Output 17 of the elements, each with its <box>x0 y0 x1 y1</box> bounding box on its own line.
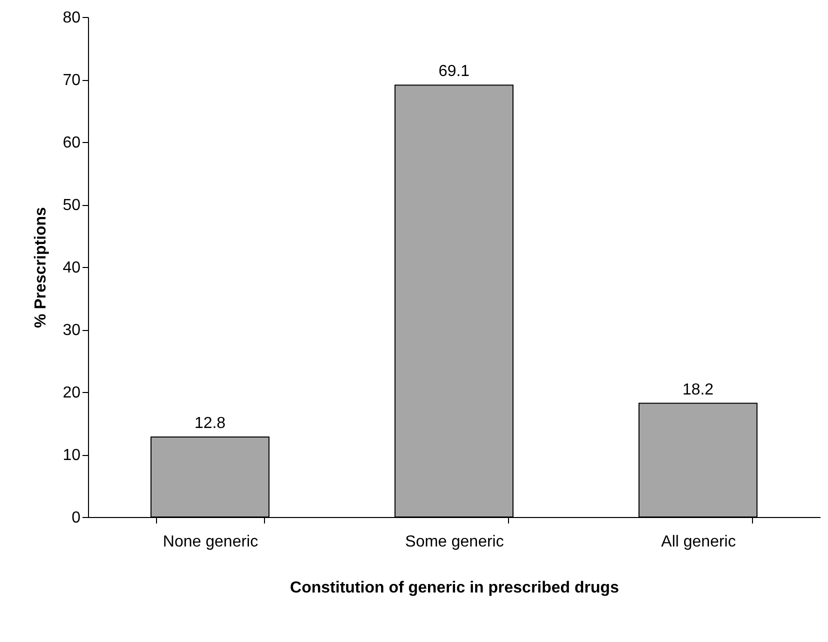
x-tick-label: None generic <box>162 534 258 550</box>
data-label: 69.1 <box>438 63 470 80</box>
x-tick-label: Some generic <box>405 534 504 550</box>
data-label: 12.8 <box>194 415 226 432</box>
y-tick-label: 20 <box>62 384 81 402</box>
y-tick-label: 60 <box>62 134 81 152</box>
y-tick-label: 10 <box>62 447 81 464</box>
y-tick-label: 30 <box>62 322 81 339</box>
y-tick-label: 0 <box>72 510 81 526</box>
x-tick-label: All generic <box>661 534 736 550</box>
y-tick-label: 80 <box>62 10 81 26</box>
y-tick-label: 40 <box>62 260 81 276</box>
x-axis-title: Constitution of generic in prescribed drugs <box>290 580 620 596</box>
y-axis-title: % Prescriptions <box>32 206 50 328</box>
y-tick-label: 50 <box>62 197 81 214</box>
data-label: 18.2 <box>682 381 714 398</box>
y-tick-label: 70 <box>62 72 81 89</box>
